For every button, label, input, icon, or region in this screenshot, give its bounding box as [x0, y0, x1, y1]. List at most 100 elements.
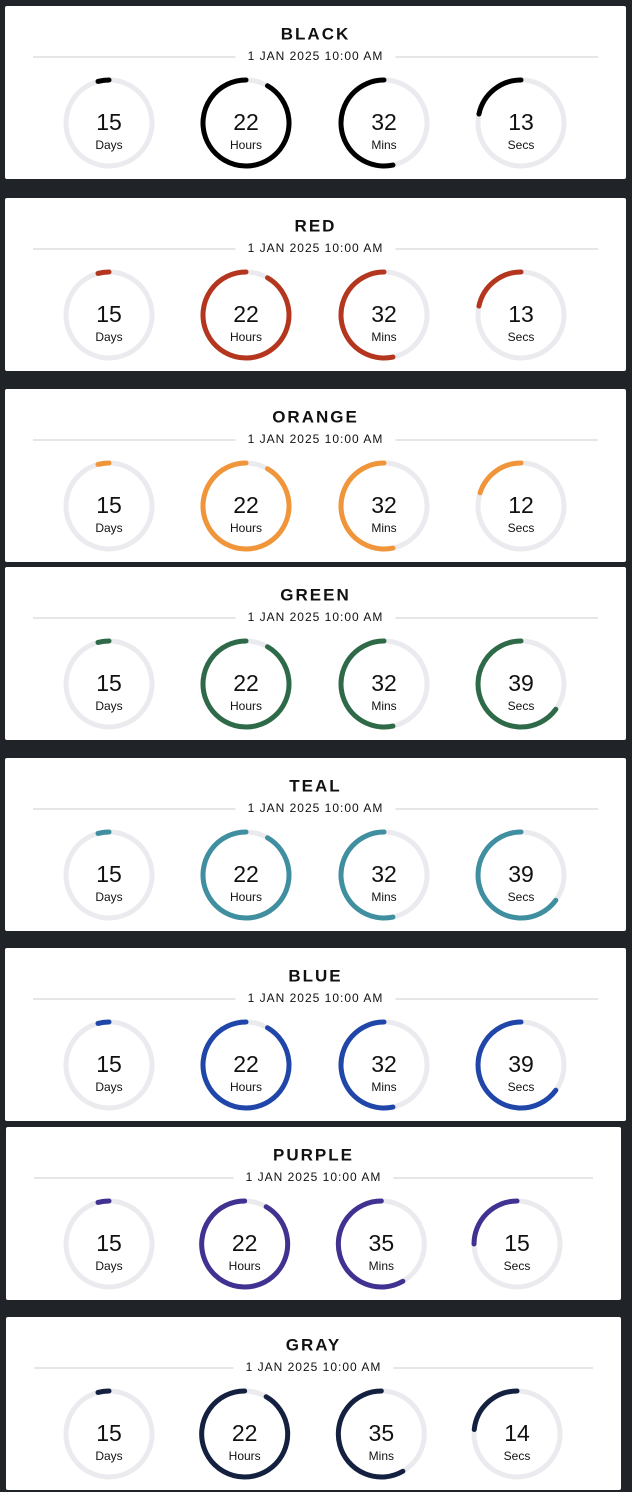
ring-label: Mins [371, 521, 396, 535]
ring-value: 13 [508, 301, 534, 327]
ring-label: Secs [508, 890, 535, 904]
ring-progress [200, 77, 292, 169]
timer-card [5, 567, 626, 740]
timer-title: RED [295, 216, 337, 235]
ring-value: 32 [371, 109, 397, 135]
timer-card [5, 389, 626, 562]
timer-title: GREEN [280, 585, 350, 604]
ring-label: Hours [230, 890, 262, 904]
ring-progress [338, 638, 396, 730]
ring-progress [338, 460, 396, 552]
timer-card [5, 948, 626, 1121]
ring-progress [475, 1019, 559, 1111]
ring-value: 14 [504, 1420, 530, 1446]
ring-label: Days [95, 1259, 122, 1273]
ring-value: 15 [96, 670, 122, 696]
ring-progress [338, 1019, 396, 1111]
ring-value: 13 [508, 109, 534, 135]
timer-date: 1 JAN 2025 10:00 AM [246, 1360, 382, 1374]
ring-label: Days [95, 1449, 122, 1463]
timer-card [6, 1127, 621, 1300]
ring-progress [95, 1019, 112, 1026]
timer-title: GRAY [286, 1335, 342, 1354]
ring-value: 15 [504, 1230, 530, 1256]
ring-progress [335, 1388, 406, 1480]
ring-label: Mins [369, 1259, 394, 1273]
ring-value: 22 [233, 670, 259, 696]
ring-value: 22 [233, 109, 259, 135]
timer-date: 1 JAN 2025 10:00 AM [248, 801, 384, 815]
timer-card [5, 198, 626, 371]
ring-value: 22 [233, 492, 259, 518]
ring-value: 15 [96, 1230, 122, 1256]
ring-progress [95, 460, 112, 467]
ring-label: Hours [229, 1449, 261, 1463]
timer-title: BLACK [281, 24, 351, 43]
ring-progress [200, 460, 292, 552]
ring-progress [338, 269, 396, 361]
ring-value: 39 [508, 1051, 534, 1077]
ring-progress [471, 1388, 520, 1433]
ring-progress [95, 829, 112, 836]
ring-progress [338, 829, 396, 921]
ring-value: 32 [371, 301, 397, 327]
ring-label: Mins [369, 1449, 394, 1463]
ring-value: 15 [96, 1420, 122, 1446]
ring-label: Secs [504, 1259, 531, 1273]
ring-value: 22 [233, 861, 259, 887]
ring-label: Days [95, 138, 122, 152]
ring-value: 32 [371, 492, 397, 518]
ring-label: Hours [230, 330, 262, 344]
timer-date: 1 JAN 2025 10:00 AM [248, 241, 384, 255]
ring-value: 32 [371, 1051, 397, 1077]
ring-label: Secs [508, 138, 535, 152]
ring-label: Days [95, 521, 122, 535]
ring-value: 15 [96, 109, 122, 135]
ring-label: Secs [504, 1449, 531, 1463]
ring-value: 22 [232, 1230, 258, 1256]
ring-progress [476, 269, 524, 309]
ring-label: Secs [508, 330, 535, 344]
ring-label: Secs [508, 699, 535, 713]
ring-progress [338, 77, 396, 169]
ring-value: 22 [233, 301, 259, 327]
ring-label: Mins [371, 1080, 396, 1094]
timer-title: TEAL [289, 776, 341, 795]
ring-label: Hours [230, 699, 262, 713]
ring-progress [475, 829, 559, 921]
ring-label: Secs [508, 1080, 535, 1094]
ring-progress [335, 1198, 406, 1290]
ring-progress [95, 77, 112, 84]
ring-progress [95, 638, 112, 645]
ring-value: 35 [369, 1420, 395, 1446]
ring-progress [199, 1198, 291, 1290]
ring-progress [95, 1198, 112, 1205]
ring-progress [200, 829, 292, 921]
timer-title: ORANGE [272, 407, 359, 426]
ring-progress [200, 269, 292, 361]
ring-label: Mins [371, 138, 396, 152]
ring-value: 15 [96, 301, 122, 327]
ring-label: Hours [230, 521, 262, 535]
ring-label: Days [95, 699, 122, 713]
ring-value: 39 [508, 670, 534, 696]
ring-progress [476, 77, 524, 117]
ring-progress [199, 1388, 291, 1480]
timer-card [5, 758, 626, 931]
ring-progress [95, 1388, 112, 1395]
timer-date: 1 JAN 2025 10:00 AM [246, 1170, 382, 1184]
ring-progress [477, 460, 524, 496]
ring-label: Days [95, 1080, 122, 1094]
ring-progress [471, 1198, 520, 1247]
ring-value: 12 [508, 492, 534, 518]
ring-value: 22 [232, 1420, 258, 1446]
ring-value: 32 [371, 670, 397, 696]
ring-label: Hours [230, 138, 262, 152]
ring-value: 39 [508, 861, 534, 887]
ring-label: Secs [508, 521, 535, 535]
ring-label: Days [95, 890, 122, 904]
timer-title: BLUE [288, 966, 342, 985]
